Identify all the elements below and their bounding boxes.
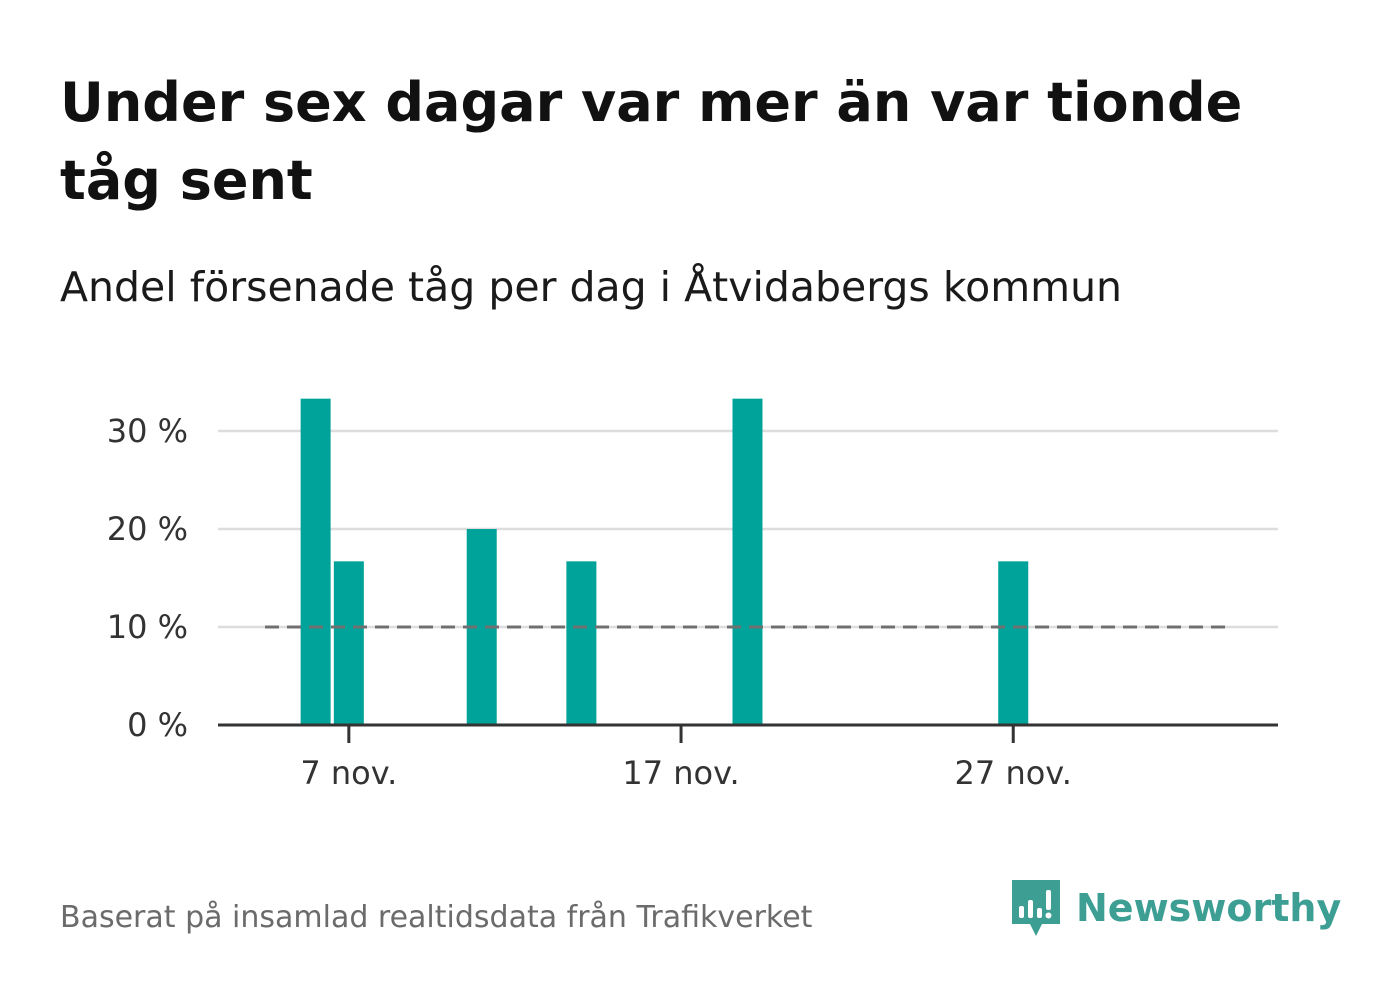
- bar: [300, 398, 331, 725]
- x-tick-label: 27 nov.: [955, 754, 1072, 792]
- bar: [333, 561, 364, 725]
- bar-chart: 0 % 10 % 20 % 30 % 7 nov. 17 nov. 27 nov.: [107, 398, 1278, 792]
- chart-title: Under sex dagar var mer än var tionde tå…: [60, 71, 1243, 212]
- y-tick-label: 20 %: [107, 510, 188, 548]
- x-tick-label: 17 nov.: [622, 754, 739, 792]
- y-tick-label: 10 %: [107, 608, 188, 646]
- newsworthy-logo-icon: [1012, 880, 1060, 936]
- source-note: Baserat på insamlad realtidsdata från Tr…: [60, 900, 813, 935]
- bar: [998, 561, 1029, 725]
- bar: [732, 398, 763, 725]
- y-tick-label: 30 %: [107, 412, 188, 450]
- brand-name: Newsworthy: [1076, 886, 1342, 930]
- y-tick-label: 0 %: [127, 706, 188, 744]
- chart-subtitle: Andel försenade tåg per dag i Åtvidaberg…: [60, 263, 1123, 311]
- x-tick-label: 7 nov.: [300, 754, 397, 792]
- brand-logo: Newsworthy: [1010, 878, 1341, 938]
- bar: [566, 561, 597, 725]
